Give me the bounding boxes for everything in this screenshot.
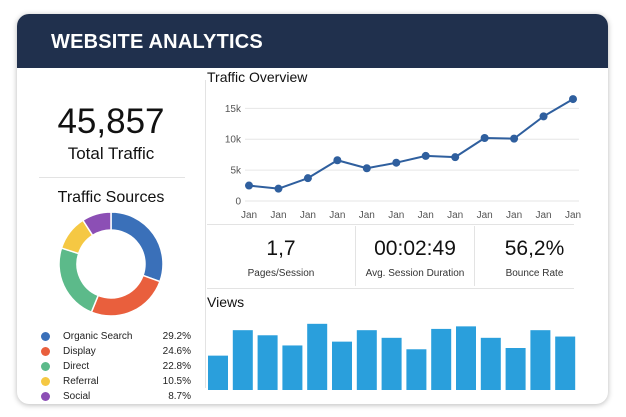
total-traffic-value: 45,857: [57, 102, 165, 141]
views-bar: [456, 326, 476, 390]
views-bar: [232, 330, 253, 390]
x-tick-label: Jan: [447, 210, 463, 221]
metric-separator: [355, 226, 356, 286]
legend-label: Organic Search: [63, 331, 133, 342]
views-bar: [356, 330, 377, 390]
metric-value: 00:02:49: [374, 237, 456, 260]
metric-bounce-rate: 56,2% Bounce Rate: [475, 226, 594, 286]
x-tick-label: Jan: [329, 210, 345, 221]
data-point: [274, 184, 283, 193]
x-tick-label: Jan: [565, 210, 581, 221]
data-point: [245, 181, 253, 190]
y-tick-label: 10k: [225, 135, 242, 146]
views-bar: [282, 345, 303, 390]
legend-label: Direct: [63, 361, 90, 372]
legend-percent: 22.8%: [162, 361, 191, 372]
legend-dot-icon: [41, 347, 50, 356]
donut-slice: [81, 211, 112, 237]
legend-percent: 8.7%: [168, 391, 191, 402]
donut-slice: [110, 211, 164, 283]
views-bar: [381, 337, 402, 390]
data-point: [569, 95, 577, 104]
traffic-sources-title: Traffic Sources: [57, 189, 165, 206]
data-point: [333, 156, 342, 165]
legend-label: Social: [63, 391, 91, 402]
x-tick-label: Jan: [241, 210, 257, 221]
views-title: Views: [207, 294, 245, 310]
metric-value: 1,7: [266, 237, 296, 260]
views-bar: [480, 337, 501, 390]
x-tick-label: Jan: [300, 210, 316, 221]
views-chart: [208, 323, 576, 390]
data-point: [362, 164, 371, 173]
views-bar: [431, 328, 452, 390]
traffic-overview-title: Traffic Overview: [207, 69, 308, 85]
left-column: 45,857 Total Traffic Traffic Sources Org…: [17, 68, 205, 404]
x-tick-label: Jan: [270, 210, 286, 221]
traffic-sources-donut: [58, 211, 164, 317]
legend-item: Social 8.7%: [41, 390, 191, 404]
data-point: [539, 112, 548, 121]
views-bar: [208, 355, 228, 390]
x-tick-label: Jan: [477, 210, 493, 221]
metrics-divider-bottom: [207, 288, 574, 289]
views-bar: [530, 330, 551, 390]
y-tick-label: 5k: [230, 166, 242, 177]
legend-item: Direct 22.8%: [41, 360, 191, 375]
data-point: [451, 153, 460, 162]
x-tick-label: Jan: [388, 210, 404, 221]
x-tick-label: Jan: [418, 210, 434, 221]
metric-label: Pages/Session: [247, 268, 315, 279]
legend-dot-icon: [41, 377, 50, 386]
data-point: [480, 134, 489, 142]
data-point: [303, 174, 312, 183]
legend-item: Referral 10.5%: [41, 375, 191, 390]
metric-label: Avg. Session Duration: [365, 268, 465, 279]
x-tick-label: Jan: [506, 210, 522, 221]
legend-dot-icon: [41, 362, 50, 371]
donut-slice: [90, 274, 161, 317]
legend-percent: 24.6%: [162, 346, 191, 357]
views-bar: [257, 335, 278, 390]
legend-percent: 10.5%: [162, 376, 191, 387]
metric-pages-per-session: 1,7 Pages/Session: [207, 226, 355, 286]
x-tick-label: Jan: [359, 210, 375, 221]
header-bar: WEBSITE ANALYTICS: [17, 14, 608, 68]
legend-percent: 29.2%: [162, 331, 191, 342]
legend-label: Referral: [63, 376, 99, 387]
metric-avg-session-duration: 00:02:49 Avg. Session Duration: [356, 226, 474, 286]
views-bar: [307, 323, 328, 390]
views-bar: [555, 336, 576, 390]
views-bar: [406, 349, 427, 390]
metric-label: Bounce Rate: [505, 268, 564, 279]
views-bar: [505, 348, 526, 390]
legend-dot-icon: [41, 332, 50, 341]
left-divider: [39, 177, 185, 178]
data-point: [510, 134, 519, 143]
legend-item: Display 24.6%: [41, 345, 191, 360]
legend-item: Organic Search 29.2%: [41, 330, 191, 345]
total-traffic-label: Total Traffic: [67, 144, 155, 163]
views-bar: [332, 341, 352, 390]
metric-value: 56,2%: [504, 237, 565, 260]
series-line: [248, 98, 574, 190]
donut-slice: [58, 247, 100, 314]
legend-dot-icon: [41, 392, 50, 401]
y-tick-label: 0: [235, 197, 241, 208]
legend-label: Display: [63, 346, 96, 357]
traffic-sources-legend: Organic Search 29.2% Display 24.6% Direct 22.…: [41, 330, 191, 404]
x-tick-label: Jan: [535, 210, 551, 221]
column-divider: [205, 80, 206, 388]
y-tick-label: 15k: [225, 104, 242, 115]
data-point: [392, 158, 401, 167]
traffic-overview-chart: 0 5k 10k 15k Jan Jan Jan Jan Jan Jan Jan Jan Jan Jan J…: [225, 95, 581, 221]
metric-separator: [474, 226, 475, 286]
metrics-divider-top: [207, 224, 574, 225]
page-title: WEBSITE ANALYTICS: [51, 31, 263, 53]
data-point: [421, 151, 430, 160]
